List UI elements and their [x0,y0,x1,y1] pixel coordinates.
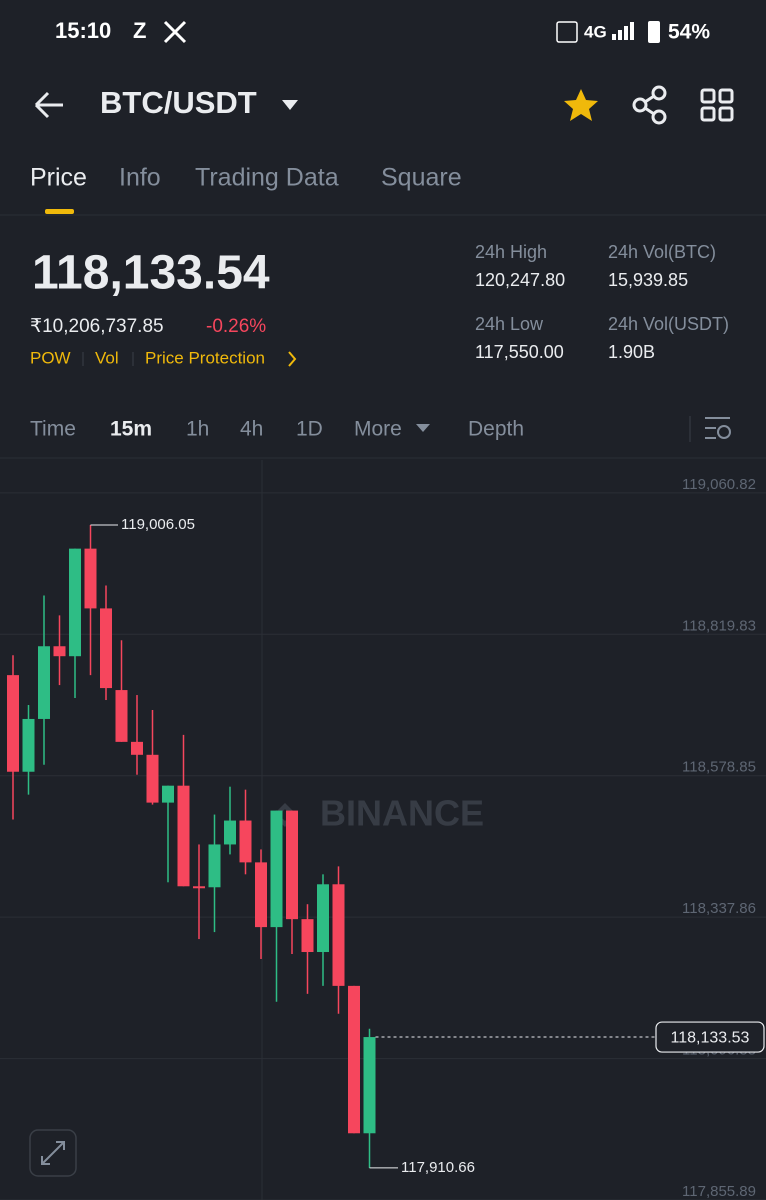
x-logo [163,20,187,44]
candle-body [286,810,298,920]
tab-indicator [45,209,74,214]
expand-button[interactable] [29,1129,77,1177]
signal-icon [612,22,634,40]
tag-row: POW Vol Price Protection [30,348,297,367]
y-tick-label: 117,855.89 [682,1183,756,1200]
candle-body [193,886,205,889]
timeframe[interactable]: 1D [296,418,323,441]
status-time: 15:10 [55,18,111,43]
last-price-label: 118,133.53 [671,1029,750,1046]
high-label: 119,006.05 [121,516,195,533]
candle-body [301,919,314,953]
stat-value: 117,550.00 [475,342,564,362]
stat-label: 24h High [475,242,547,262]
stat-label: 24h Vol(BTC) [608,242,716,262]
candle-body [208,844,221,888]
timeframe[interactable]: Time [30,418,76,441]
volte-icon [556,21,578,43]
candle-body [84,548,97,609]
candle-body [53,646,66,657]
low-label: 117,910.66 [401,1159,475,1176]
candle-body [348,985,360,1134]
candle-body [270,810,283,928]
candle-body [146,754,159,803]
tab[interactable]: Square [381,164,462,192]
candle-body [131,741,143,755]
price-change: -0.26% [206,316,266,337]
watermark: BINANCE [273,793,484,834]
stat-label: 24h Low [475,314,544,334]
candle-body [332,884,345,986]
stat-value: 1.90B [608,342,655,362]
y-tick-label: 118,578.85 [682,759,756,776]
tab[interactable]: Price [30,164,87,192]
timeframe[interactable]: 4h [240,418,263,441]
y-tick-label: 119,060.82 [682,476,756,493]
y-tick-label: 118,819.83 [682,617,756,634]
tab[interactable]: Info [119,164,161,192]
timeframe[interactable]: 1h [186,418,209,441]
dropdown-arrow [416,424,430,432]
candle-body [100,608,112,689]
layout-button[interactable] [700,88,734,122]
candle-body [69,548,81,657]
last-price: 118,133.54 [32,247,270,300]
stat-value: 15,939.85 [608,270,688,290]
chart-settings-button[interactable] [705,417,731,439]
stats: 24h High 120,247.80 24h Vol(BTC) 15,939.85 2… [475,242,729,362]
pair-dropdown[interactable] [282,100,298,110]
candle-body [224,820,236,845]
tag: Vol [95,348,119,367]
candle-body [115,690,128,742]
candle-body [317,884,329,953]
timeframe[interactable]: 15m [110,418,152,441]
candlestick-chart: BINANCE117,855.89118,096.88118,337.86118… [0,457,766,1200]
stat-label: 24h Vol(USDT) [608,314,729,334]
timeframe[interactable]: More [354,418,402,441]
timeframe[interactable]: Depth [468,418,524,441]
status-battery: 54% [668,21,710,44]
candle-body [162,785,174,803]
last-price-box [655,1021,765,1053]
candle-body [177,785,190,887]
tag[interactable]: Price Protection [145,348,265,367]
candle-body [7,675,19,772]
status-network: 4G [584,22,607,41]
tag: POW [30,348,71,367]
stat-value: 120,247.80 [475,270,565,290]
candle-body [22,718,35,772]
watermark-text: BINANCE [320,793,484,834]
fiat-price: ₹10,206,737.85 [30,316,164,337]
status-app-letter: Z [133,18,146,43]
candle-body [363,1037,376,1134]
chevron [288,351,297,367]
pair-title[interactable]: BTC/USDT [100,85,257,120]
tab[interactable]: Trading Data [195,164,339,192]
tab-bar: Price Info Trading Data Square [30,164,462,214]
y-tick-label: 118,337.86 [682,900,756,917]
timeframe-bar: Time 15m 1h 4h 1D More Depth [30,418,524,441]
candle-body [38,646,50,719]
candle-body [255,862,267,928]
battery-icon [648,21,660,43]
share-button[interactable] [632,85,667,125]
favorite-star[interactable] [564,89,598,121]
candle-body [239,820,252,863]
back-button[interactable] [34,91,63,119]
